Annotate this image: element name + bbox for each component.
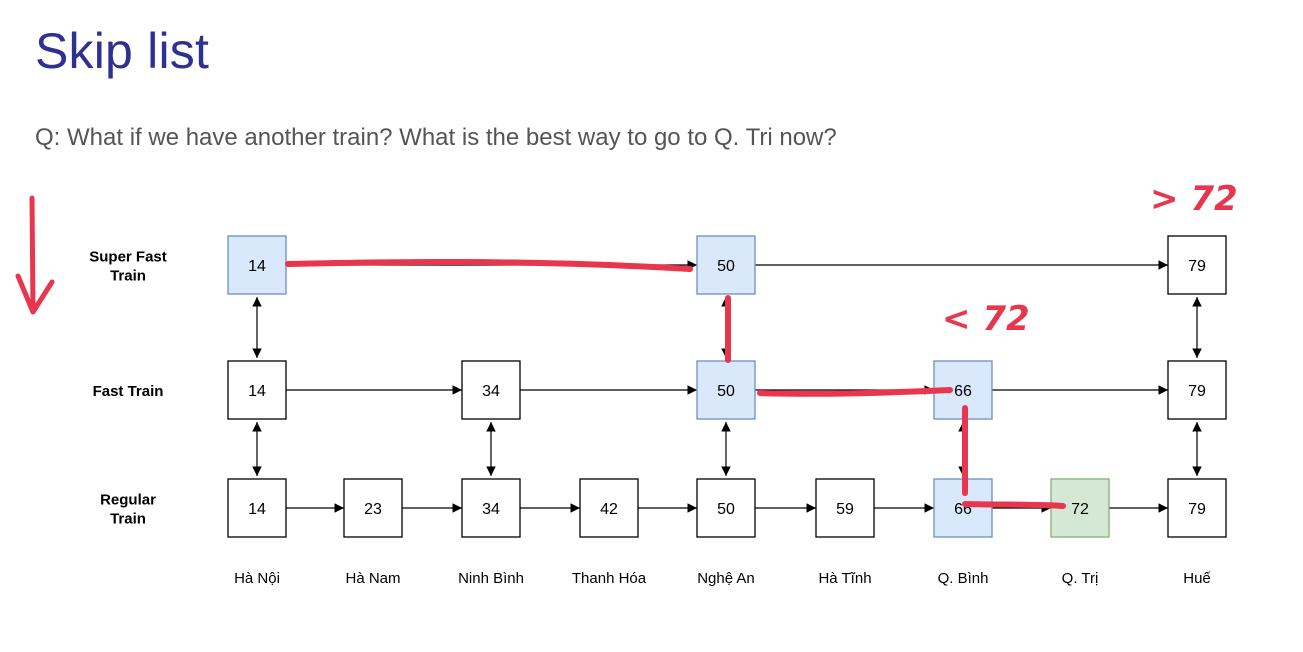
- node-value: 23: [364, 501, 382, 518]
- node-box: [227, 478, 287, 538]
- ann-greater-text: > 72: [1150, 179, 1238, 219]
- node-value: 50: [717, 258, 735, 275]
- station-label: Q. Bình: [938, 570, 989, 587]
- node-regular-14: 14: [227, 478, 287, 538]
- node-box: [696, 478, 756, 538]
- node-value: 14: [248, 383, 266, 400]
- node-value: 14: [248, 258, 266, 275]
- station-label: Hà Tĩnh: [818, 570, 871, 587]
- ann-less-text: < 72: [942, 299, 1030, 339]
- row-label-line: Train: [110, 511, 146, 528]
- node-box: [461, 360, 521, 420]
- node-box: [815, 478, 875, 538]
- station-label: Thanh Hóa: [572, 570, 647, 587]
- node-box: [1167, 478, 1227, 538]
- node-regular-79: 79: [1167, 478, 1227, 538]
- node-fast-14: 14: [227, 360, 287, 420]
- node-value: 79: [1188, 501, 1206, 518]
- node-fast-79: 79: [1167, 360, 1227, 420]
- row-label-regular: Regular Train: [100, 492, 156, 528]
- ink-path-fast-to-66: [757, 387, 953, 397]
- station-label: Nghệ An: [697, 570, 755, 587]
- row-label-line: Fast Train: [93, 383, 164, 400]
- node-value: 59: [836, 501, 854, 518]
- node-fast-34: 34: [461, 360, 521, 420]
- row-label-super: Super Fast Train: [89, 249, 167, 285]
- row-label-line: Train: [110, 268, 146, 285]
- ink-path-regular-to-72: [962, 501, 1066, 509]
- node-value: 79: [1188, 258, 1206, 275]
- node-box: [227, 360, 287, 420]
- station-label: Huế: [1183, 570, 1211, 587]
- node-box: [227, 235, 287, 295]
- node-regular-42: 42: [579, 478, 639, 538]
- row-label-line: Super Fast: [89, 249, 167, 266]
- node-box: [579, 478, 639, 538]
- node-regular-34: 34: [461, 478, 521, 538]
- row-labels: Super Fast Train Fast Train Regular Train: [89, 249, 167, 528]
- node-value: 14: [248, 501, 266, 518]
- node-super-14: 14: [227, 235, 287, 295]
- slide-title: Skip list: [35, 23, 210, 79]
- row-label-fast: Fast Train: [93, 383, 164, 400]
- ink-label-less-72: < 72: [942, 299, 1030, 339]
- node-value: 34: [482, 383, 500, 400]
- node-super-50: 50: [696, 235, 756, 295]
- ink-path-super-to-50: [285, 258, 693, 272]
- ink-down-arrow: [15, 195, 55, 315]
- node-regular-23: 23: [343, 478, 403, 538]
- station-label: Hà Nội: [234, 570, 280, 587]
- node-fast-50: 50: [696, 360, 756, 420]
- node-value: 72: [1071, 501, 1089, 518]
- node-value: 79: [1188, 383, 1206, 400]
- node-box: [343, 478, 403, 538]
- station-label: Q. Trị: [1062, 570, 1099, 587]
- node-super-79: 79: [1167, 235, 1227, 295]
- station-labels: Hà Nội Hà Nam Ninh Bình Thanh Hóa Nghệ An Hà …: [234, 570, 1211, 587]
- node-value: 50: [717, 383, 735, 400]
- hand-drawn-annotations: [15, 195, 1066, 509]
- node-regular-59: 59: [815, 478, 875, 538]
- station-label: Ninh Bình: [458, 570, 524, 587]
- node-regular-50: 50: [696, 478, 756, 538]
- node-value: 42: [600, 501, 618, 518]
- node-value: 34: [482, 501, 500, 518]
- node-box: [696, 235, 756, 295]
- node-box: [461, 478, 521, 538]
- ink-label-greater-72: > 72: [1150, 179, 1238, 219]
- station-label: Hà Nam: [345, 570, 400, 587]
- node-value: 50: [717, 501, 735, 518]
- question-text: Q: What if we have another train? What i…: [35, 124, 837, 151]
- node-box: [696, 360, 756, 420]
- node-value: 66: [954, 383, 972, 400]
- row-label-line: Regular: [100, 492, 156, 509]
- node-box: [1167, 235, 1227, 295]
- node-box: [1167, 360, 1227, 420]
